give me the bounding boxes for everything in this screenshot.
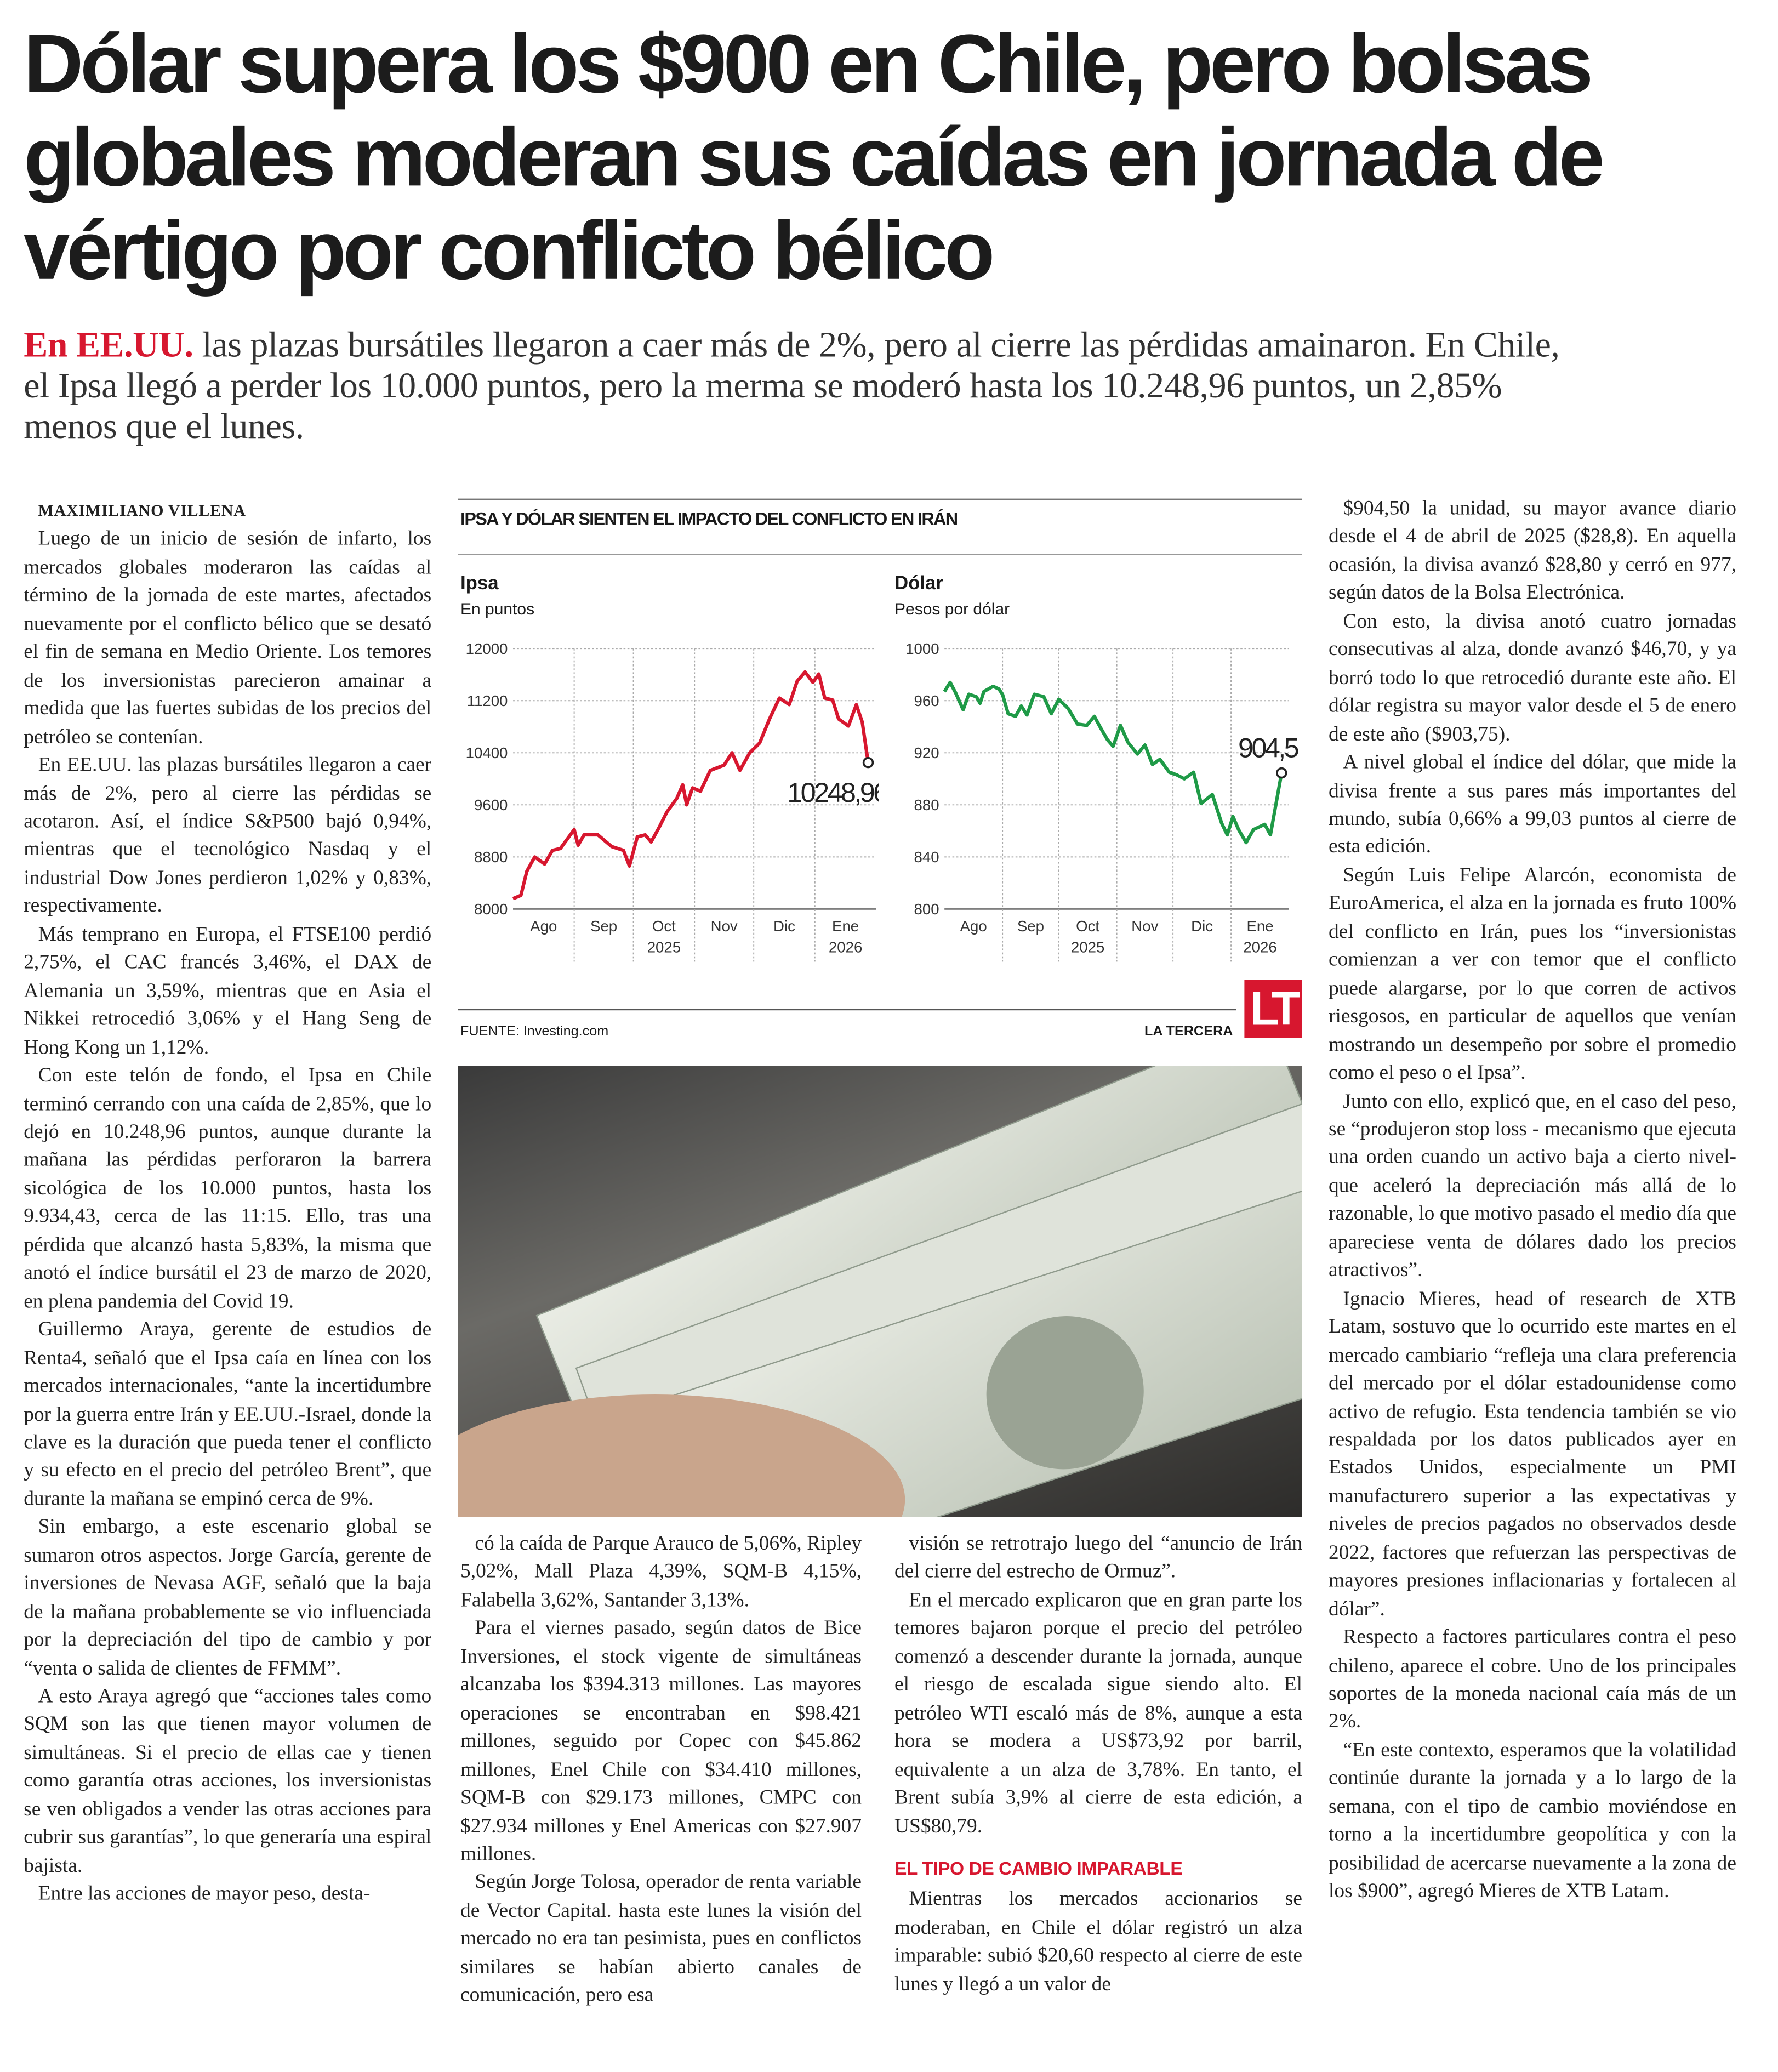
end-point-marker	[862, 757, 874, 769]
y-tick-label: 800	[914, 901, 939, 918]
banknotes-illustration	[458, 1066, 1303, 1517]
article-column-4: $904,50 la unidad, su mayor avance diari…	[1329, 494, 1736, 1905]
article-column-3: visión se retrotrajo luego del “anuncio …	[894, 1530, 1302, 1999]
paragraph: Mientras los mercados accionarios se mod…	[894, 1888, 1302, 1996]
series-line	[943, 680, 1284, 845]
chart-subtitle-ipsa: En puntos	[460, 600, 535, 618]
paragraph: En EE.UU. las plazas bursátiles llegaron…	[24, 754, 432, 918]
chart-title-dolar: Dólar	[894, 573, 943, 595]
x-tick-label: Oct	[652, 918, 676, 935]
paragraph: Junto con ello, explicó que, en el caso …	[1329, 1090, 1737, 1282]
end-point-marker	[1276, 767, 1287, 779]
paragraph: Respecto a factores particulares contra …	[1329, 1626, 1737, 1733]
y-tick-label: 12000	[466, 640, 508, 657]
source-note: FUENTE: Investing.com	[460, 1023, 609, 1040]
paragraph: “En este contexto, esperamos que la vola…	[1329, 1739, 1737, 1903]
paragraph: Según Luis Felipe Alarcón, economista de…	[1329, 864, 1737, 1084]
x-year-label: 2026	[829, 939, 862, 956]
y-tick-label: 920	[914, 744, 939, 761]
paragraph: Luego de un inicio de sesión de infarto,…	[24, 528, 432, 748]
x-tick-label: Dic	[1191, 918, 1213, 935]
divider	[458, 498, 1303, 500]
paragraph: Según Jorge Tolosa, operador de renta va…	[460, 1871, 862, 2007]
brand-name: LA TERCERA	[1144, 1023, 1233, 1040]
x-tick-label: Nov	[1131, 918, 1158, 935]
paragraph: visión se retrotrajo luego del “anuncio …	[894, 1533, 1302, 1584]
x-tick-label: Ago	[530, 918, 557, 935]
y-tick-label: 9600	[474, 796, 508, 813]
article-column-2: có la caída de Parque Arauco de 5,06%, R…	[460, 1530, 862, 2010]
headline-line: Dólar supera los $900 en Chile, pero bol…	[24, 18, 1593, 111]
paragraph: A esto Araya agregó que “acciones tales …	[24, 1685, 432, 1877]
dollar-bills-photo	[458, 1066, 1303, 1517]
paragraph: Entre las acciones de mayor peso, desta-	[38, 1882, 371, 1905]
y-tick-label: 880	[914, 796, 939, 813]
y-tick-label: 8800	[474, 849, 508, 866]
paragraph: Más temprano en Europa, el FTSE100 perdi…	[24, 923, 432, 1059]
byline: MAXIMILIANO VILLENA	[38, 501, 246, 520]
infographic: IPSA Y DÓLAR SIENTEN EL IMPACTO DEL CONF…	[458, 498, 1303, 1041]
y-tick-label: 960	[914, 692, 939, 709]
x-tick-label: Ene	[832, 918, 859, 935]
x-tick-label: Sep	[590, 918, 617, 935]
lede-text: las plazas bursátiles llegaron a caer má…	[24, 323, 1560, 446]
chart-subtitle-dolar: Pesos por dólar	[894, 600, 1010, 618]
dolar-line-chart: 800 840 880 920 960 1000 Ago Sep Oct 2025 Nov Dic En…	[905, 640, 1300, 962]
headline-line: globales moderan sus caídas en jornada d…	[24, 112, 1605, 204]
paragraph: A nivel global el índice del dólar, que …	[1329, 751, 1737, 858]
divider	[458, 1009, 1237, 1011]
y-tick-label: 1000	[905, 640, 939, 657]
x-tick-label: Sep	[1017, 918, 1044, 935]
x-year-label: 2026	[1243, 939, 1276, 956]
paragraph: Con esto, la divisa anotó cuatro jornada…	[1329, 610, 1737, 745]
y-tick-label: 840	[914, 849, 939, 866]
la-tercera-logo: LT	[1244, 980, 1302, 1038]
lede: En EE.UU. las plazas bursátiles llegaron…	[24, 323, 1589, 446]
x-year-label: 2025	[647, 939, 681, 956]
headline-line: vértigo por conflicto bélico	[24, 205, 995, 298]
divider	[458, 554, 1303, 555]
subheading: EL TIPO DE CAMBIO IMPARABLE	[894, 1857, 1183, 1879]
x-year-label: 2025	[1071, 939, 1104, 956]
x-tick-label: Ene	[1246, 918, 1273, 935]
y-tick-label: 10400	[466, 744, 508, 761]
lede-kicker: En EE.UU.	[24, 323, 193, 365]
end-value-label: 904,5	[1238, 732, 1298, 763]
paragraph: Con este telón de fondo, el Ipsa en Chil…	[24, 1064, 432, 1313]
paragraph: Sin embargo, a este escenario global se …	[24, 1516, 432, 1680]
y-tick-label: 8000	[474, 901, 508, 918]
series-line	[512, 670, 870, 901]
headline: Dólar supera los $900 en Chile, pero bol…	[24, 19, 1773, 299]
infographic-title: IPSA Y DÓLAR SIENTEN EL IMPACTO DEL CONF…	[460, 509, 958, 529]
end-value-label: 10248,96	[787, 777, 879, 808]
article-column-1: MAXIMILIANO VILLENA Luego de un inicio d…	[24, 497, 431, 1908]
x-tick-label: Dic	[773, 918, 795, 935]
paragraph: En el mercado explicaron que en gran par…	[894, 1589, 1302, 1837]
chart-title-ipsa: Ipsa	[460, 573, 499, 595]
paragraph: Guillermo Araya, gerente de estudios de …	[24, 1318, 432, 1510]
x-tick-label: Ago	[960, 918, 987, 935]
paragraph: $904,50 la unidad, su mayor avance diari…	[1329, 497, 1737, 605]
y-tick-label: 11200	[467, 692, 508, 709]
x-tick-label: Oct	[1076, 918, 1099, 935]
paragraph: Ignacio Mieres, head of research de XTB …	[1329, 1287, 1737, 1621]
ipsa-line-chart: 8000 8800 9600 10400 11200 12000 Ago Sep Oct 2025…	[466, 640, 879, 962]
paragraph: có la caída de Parque Arauco de 5,06%, R…	[460, 1533, 862, 1612]
paragraph: Para el viernes pasado, según datos de B…	[460, 1617, 862, 1866]
x-tick-label: Nov	[711, 918, 738, 935]
